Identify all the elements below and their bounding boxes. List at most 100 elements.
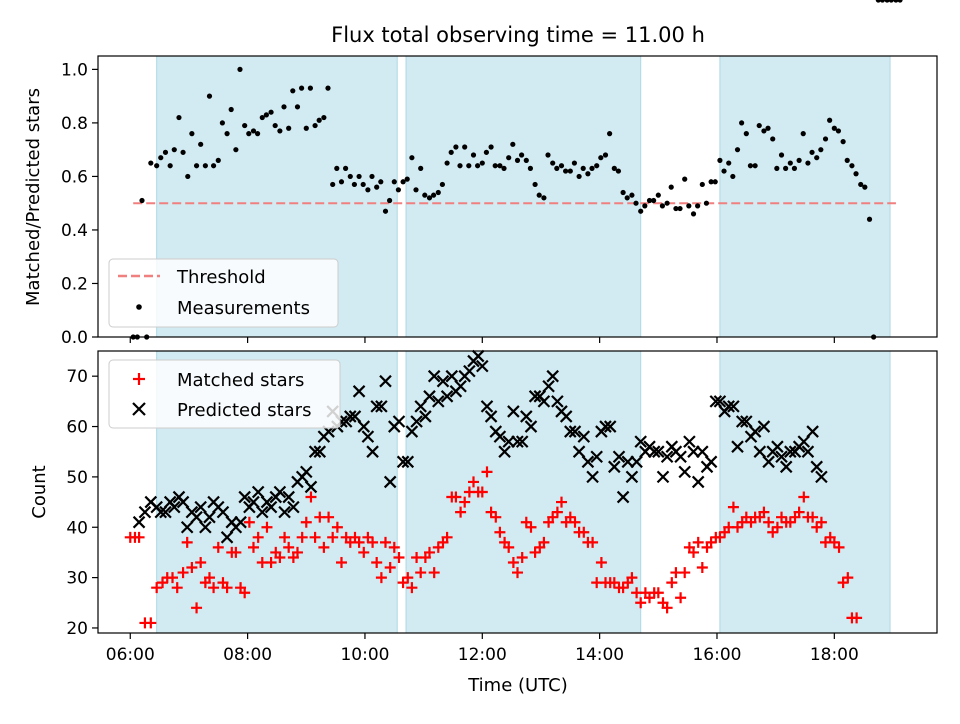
measurement-point — [426, 195, 433, 201]
predicted-star-point — [590, 450, 603, 464]
matched-star-point — [323, 511, 335, 523]
measurement-point — [712, 179, 718, 185]
matched-star-point — [309, 531, 321, 543]
top-y-tick-label: 1.0 — [61, 60, 88, 80]
top-legend-box — [108, 258, 339, 328]
measurement-point — [783, 165, 789, 171]
measurement-point — [298, 85, 305, 91]
matched-star-point — [727, 501, 739, 513]
top-y-tick-label: 0.2 — [61, 274, 88, 294]
matched-star-point — [441, 531, 453, 543]
predicted-star-point — [190, 510, 203, 524]
predicted-star-point — [264, 500, 278, 514]
matched-star-point — [402, 572, 414, 584]
measurement-point — [233, 147, 239, 153]
predicted-star-point — [634, 435, 647, 448]
measurement-point — [611, 165, 617, 171]
measurement-point — [382, 208, 389, 214]
predicted-star-point — [476, 359, 489, 373]
legend-matched-swatch — [133, 373, 145, 385]
predicted-star-point — [797, 435, 811, 448]
measurement-point — [800, 131, 806, 137]
measurement-point — [893, 0, 899, 3]
x-tick-label: 14:00 — [575, 645, 624, 665]
predicted-star-point — [647, 445, 661, 458]
x-tick-label: 12:00 — [458, 645, 507, 665]
bottom-y-tick-label: 60 — [66, 418, 88, 438]
measurement-point — [242, 122, 248, 129]
measurement-point — [250, 128, 257, 134]
predicted-star-point — [361, 430, 375, 443]
predicted-star-point — [180, 520, 194, 534]
matched-star-point — [247, 541, 259, 553]
matched-star-point — [423, 546, 435, 558]
measurement-point — [778, 152, 785, 158]
matched-star-point — [331, 521, 343, 533]
measurement-point — [154, 163, 160, 169]
measurement-point — [286, 125, 292, 131]
top-y-axis-label: Matched/Predicted stars — [23, 88, 44, 306]
measurement-point — [791, 165, 798, 171]
measurement-point — [290, 88, 296, 94]
measurement-point — [580, 165, 586, 171]
bottom-y-tick-label: 50 — [66, 468, 88, 488]
measurement-point — [589, 165, 595, 171]
predicted-star-point — [304, 480, 318, 494]
predicted-star-point — [520, 410, 533, 423]
predicted-star-point — [132, 515, 146, 529]
measurement-point — [747, 163, 754, 169]
measurement-point — [215, 157, 221, 163]
matched-star-point — [476, 486, 488, 498]
predicted-star-point — [748, 425, 762, 438]
predicted-star-point — [454, 379, 467, 393]
measurement-point — [404, 176, 410, 182]
measurement-point — [206, 93, 213, 99]
matched-star-point — [167, 572, 179, 584]
measurement-point — [228, 106, 234, 113]
predicted-star-point — [652, 445, 665, 458]
measurement-point — [347, 173, 353, 180]
matched-star-point — [578, 526, 590, 538]
matched-star-point — [327, 531, 339, 543]
bottom-panel: 20 30 40 50 60 70 06:00 08:00 10:00 12:00 14:00 16… — [29, 351, 938, 696]
measurement-point — [558, 163, 565, 169]
measurement-point — [651, 197, 657, 204]
measurement-point — [321, 114, 327, 121]
measurement-point — [690, 211, 697, 217]
predicted-star-point — [282, 490, 295, 504]
matched-star-point — [318, 541, 330, 553]
matched-star-point — [525, 521, 537, 533]
predicted-star-point — [753, 445, 767, 458]
measurement-point — [466, 163, 472, 169]
predicted-star-point — [199, 520, 212, 534]
predicted-star-point — [176, 495, 190, 509]
matched-star-point — [551, 506, 563, 518]
matched-star-point — [538, 536, 550, 548]
legend-predicted-label: Predicted stars — [177, 400, 311, 421]
predicted-star-point — [577, 430, 591, 443]
matched-star-point — [666, 577, 678, 589]
predicted-star-point — [154, 505, 168, 519]
matched-star-point — [191, 602, 203, 614]
matched-star-point — [626, 572, 638, 584]
matched-star-point — [815, 516, 827, 528]
measurement-point — [809, 149, 815, 155]
measurement-point — [629, 192, 635, 198]
predicted-star-point — [515, 435, 529, 448]
matched-star-point — [516, 551, 528, 563]
predicted-star-point — [731, 440, 744, 453]
matched-star-point — [688, 546, 700, 558]
measurement-point — [176, 114, 182, 121]
measurement-point — [695, 203, 701, 209]
matched-star-point — [692, 536, 704, 548]
measurement-point — [721, 168, 727, 174]
measurement-point — [272, 122, 278, 129]
legend-threshold-label: Threshold — [176, 267, 266, 288]
measurement-point — [342, 165, 349, 171]
matched-star-point — [675, 592, 687, 604]
measurement-point — [875, 0, 881, 3]
measurement-point — [338, 179, 345, 185]
predicted-star-point — [674, 450, 687, 464]
predicted-star-point — [542, 379, 555, 393]
predicted-star-point — [194, 500, 207, 514]
